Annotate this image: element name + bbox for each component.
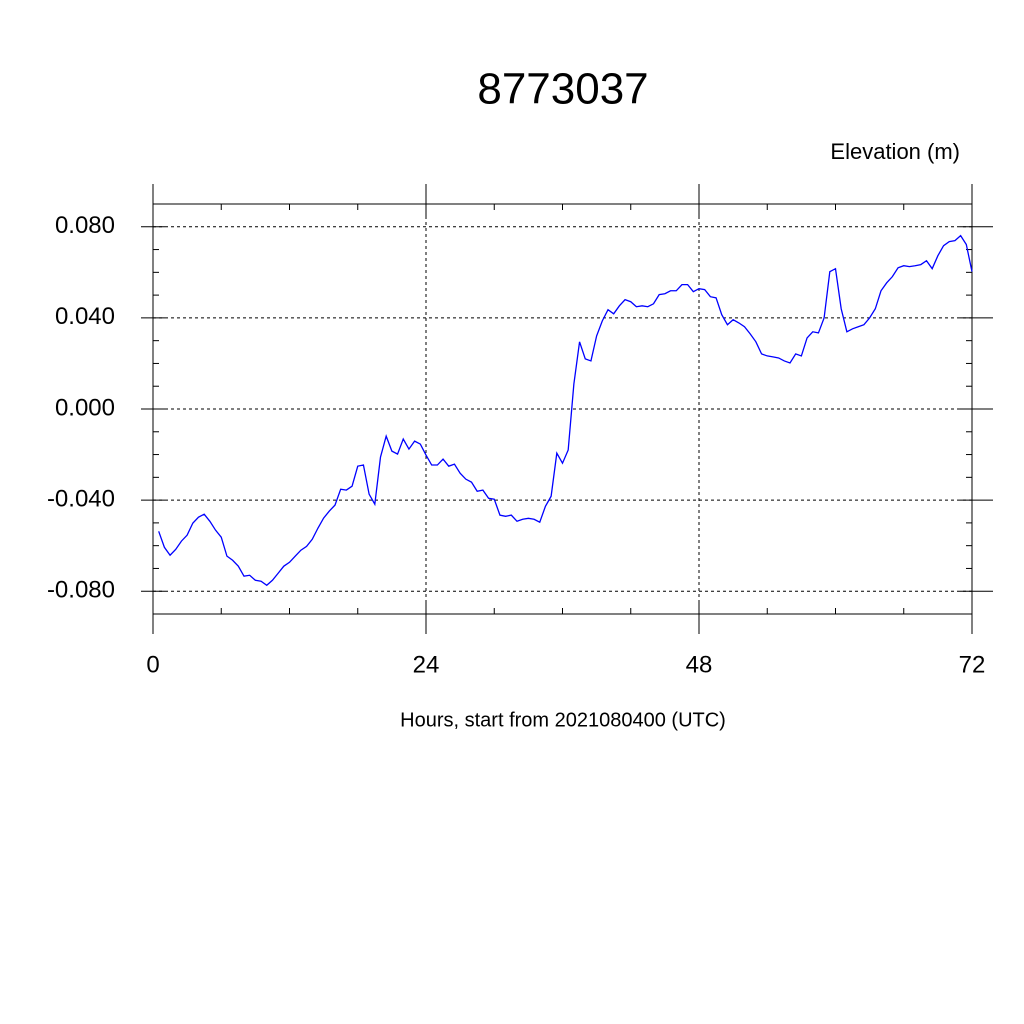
y-tick-label: -0.040 — [47, 485, 115, 512]
data-line — [158, 234, 973, 587]
y-tick-label: -0.080 — [47, 577, 115, 604]
chart-title: 8773037 — [477, 65, 648, 114]
y-tick-label: 0.000 — [55, 394, 115, 421]
x-tick-label: 0 — [146, 651, 159, 678]
y-tick-label: 0.040 — [55, 303, 115, 330]
x-axis-label: Hours, start from 2021080400 (UTC) — [400, 709, 726, 731]
x-tick-label: 24 — [413, 651, 440, 678]
y-axis-label: Elevation (m) — [830, 139, 960, 164]
x-tick-label: 48 — [686, 651, 713, 678]
y-tick-label: 0.080 — [55, 212, 115, 239]
plot-frame — [152, 203, 973, 615]
x-tick-label: 72 — [959, 651, 986, 678]
